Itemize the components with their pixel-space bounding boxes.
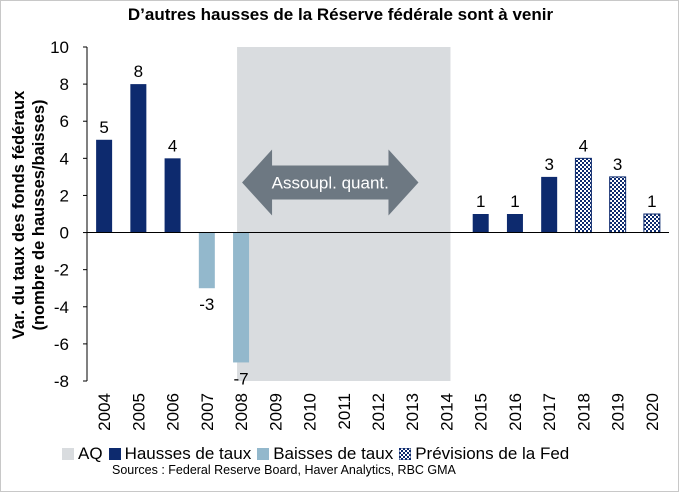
shaded-region-aq [237,47,451,381]
legend-item-hausses: Hausses de taux [108,444,252,464]
annotation-label: Assoupl. quant. [272,173,389,192]
legend-item-previsions: Prévisions de la Fed [399,444,569,464]
x-tick-label: 2004 [95,393,114,431]
y-tick-label: 0 [60,224,69,243]
legend-label-previsions: Prévisions de la Fed [415,444,570,463]
data-label: 4 [168,136,177,155]
bar [506,214,523,233]
y-tick-label: 4 [60,149,69,168]
x-tick-label: 2010 [301,393,320,431]
bar [541,176,558,233]
data-label: 1 [510,192,519,211]
x-tick-label: 2008 [232,393,251,431]
bar [574,157,592,234]
x-tick-label: 2016 [506,393,525,431]
bar [609,176,627,234]
data-label: -3 [199,295,214,314]
data-label: 8 [134,62,143,81]
x-tick-label: 2018 [574,393,593,431]
bar [233,232,250,363]
x-tick-label: 2007 [198,393,217,431]
bar [96,139,113,233]
x-tick-label: 2019 [609,393,628,431]
bar [164,158,181,233]
data-label: 1 [476,192,485,211]
y-tick-label: -2 [54,261,69,280]
x-tick-label: 2020 [643,393,662,431]
legend-swatch-aq [62,448,74,460]
y-tick-label: 8 [60,75,69,94]
legend-swatch-hausses [108,448,121,460]
data-label: -7 [233,369,248,388]
y-axis-label-line-1: Var. du taux des fonds fédéraux [10,90,28,340]
y-axis-label: Var. du taux des fonds fédéraux (nombre … [9,91,49,340]
data-label: 4 [579,136,588,155]
legend-label-baisses: Baisses de taux [273,444,394,463]
x-tick-label: 2006 [164,393,183,431]
x-tick-label: 2009 [266,393,285,431]
y-tick-label: 6 [60,112,69,131]
x-tick-label: 2015 [472,393,491,431]
data-label: 3 [544,155,553,174]
data-label: 5 [99,118,108,137]
chart-title: D’autres hausses de la Réserve fédérale … [127,5,554,24]
legend-item-aq: AQ [62,444,103,464]
x-tick-label: 2017 [540,393,559,431]
sources-note: Sources : Federal Reserve Board, Haver A… [112,463,456,477]
y-tick-label: -4 [54,298,69,317]
y-tick-label: 2 [60,186,69,205]
y-tick-label: 10 [50,38,69,57]
y-tick-label: -6 [54,335,69,354]
bar [472,214,489,233]
bar [198,232,215,289]
legend: AQ Hausses de taux Baisses de taux Prévi… [62,444,575,464]
y-tick-label: -8 [54,372,69,391]
x-tick-label: 2013 [403,393,422,431]
x-tick-label: 2005 [129,393,148,431]
legend-label-hausses: Hausses de taux [124,444,252,463]
data-label: 1 [647,192,656,211]
legend-swatch-previsions [399,448,412,460]
legend-item-baisses: Baisses de taux [257,444,393,464]
y-axis-label-line-2: (nombre de hausses/baisses) [30,99,48,331]
data-label: 3 [613,155,622,174]
x-tick-label: 2014 [437,393,456,431]
x-tick-label: 2011 [335,393,354,430]
legend-label-aq: AQ [78,444,103,463]
bar [130,84,147,233]
legend-swatch-baisses [257,448,270,460]
bar [643,213,661,234]
annotation-double-arrow [242,149,419,216]
x-tick-label: 2012 [369,393,388,431]
